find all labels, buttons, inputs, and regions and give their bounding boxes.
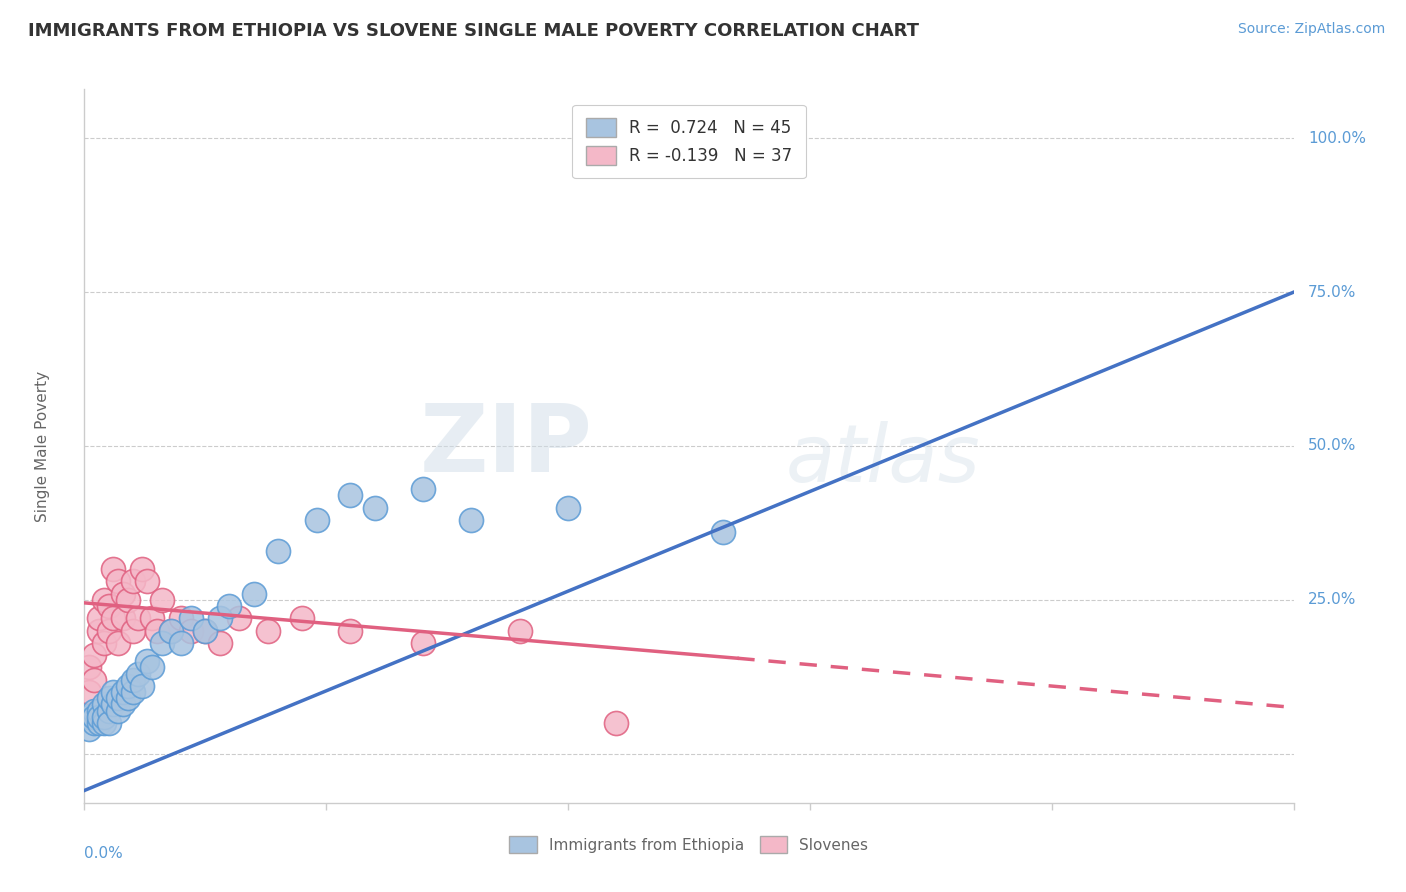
Point [107, 636, 129, 650]
Point [228, 611, 250, 625]
Point [121, 673, 143, 687]
Point [77, 722, 100, 736]
Point [107, 704, 129, 718]
Point [93, 709, 115, 723]
Text: 50.0%: 50.0% [1308, 439, 1357, 453]
Text: atlas: atlas [786, 421, 980, 500]
Point [83, 715, 105, 730]
Point [412, 636, 434, 650]
Point [208, 611, 231, 625]
Point [208, 636, 231, 650]
Point [77, 685, 100, 699]
Point [363, 500, 385, 515]
Legend: Immigrants from Ethiopia, Slovenes: Immigrants from Ethiopia, Slovenes [503, 830, 875, 859]
Text: Source: ZipAtlas.com: Source: ZipAtlas.com [1237, 22, 1385, 37]
Point [97, 704, 120, 718]
Text: Single Male Poverty: Single Male Poverty [35, 370, 49, 522]
Point [146, 624, 169, 638]
Point [83, 704, 105, 718]
Point [87, 715, 110, 730]
Point [131, 562, 153, 576]
Point [103, 698, 125, 712]
Point [77, 709, 100, 723]
Point [218, 599, 240, 613]
Text: ZIP: ZIP [419, 400, 592, 492]
Point [112, 698, 135, 712]
Point [112, 587, 135, 601]
Point [194, 624, 217, 638]
Text: 25.0%: 25.0% [1308, 592, 1357, 607]
Point [107, 691, 129, 706]
Point [775, 131, 797, 145]
Point [711, 525, 734, 540]
Point [141, 660, 163, 674]
Point [141, 611, 163, 625]
Point [97, 715, 120, 730]
Point [107, 574, 129, 589]
Point [93, 698, 115, 712]
Point [87, 704, 110, 718]
Point [305, 513, 328, 527]
Point [112, 611, 135, 625]
Point [103, 685, 125, 699]
Point [97, 599, 120, 613]
Point [83, 673, 105, 687]
Point [103, 562, 125, 576]
Point [194, 624, 217, 638]
Point [291, 611, 314, 625]
Point [112, 685, 135, 699]
Point [87, 624, 110, 638]
Point [83, 709, 105, 723]
Point [127, 666, 149, 681]
Point [339, 488, 361, 502]
Text: 100.0%: 100.0% [1308, 131, 1367, 146]
Point [180, 611, 202, 625]
Point [117, 679, 139, 693]
Point [97, 624, 120, 638]
Point [127, 611, 149, 625]
Point [121, 574, 143, 589]
Point [170, 611, 193, 625]
Point [136, 654, 159, 668]
Point [242, 587, 264, 601]
Point [87, 709, 110, 723]
Text: 0.0%: 0.0% [84, 846, 124, 861]
Point [257, 624, 280, 638]
Point [93, 636, 115, 650]
Point [136, 574, 159, 589]
Point [121, 624, 143, 638]
Point [93, 715, 115, 730]
Point [131, 679, 153, 693]
Point [97, 691, 120, 706]
Text: 75.0%: 75.0% [1308, 285, 1357, 300]
Point [160, 624, 183, 638]
Point [160, 624, 183, 638]
Point [412, 482, 434, 496]
Point [605, 715, 627, 730]
Point [339, 624, 361, 638]
Point [117, 592, 139, 607]
Point [103, 611, 125, 625]
Point [87, 611, 110, 625]
Point [460, 513, 482, 527]
Text: IMMIGRANTS FROM ETHIOPIA VS SLOVENE SINGLE MALE POVERTY CORRELATION CHART: IMMIGRANTS FROM ETHIOPIA VS SLOVENE SING… [28, 22, 920, 40]
Point [121, 685, 143, 699]
Point [83, 648, 105, 662]
Point [267, 543, 290, 558]
Point [170, 636, 193, 650]
Point [93, 592, 115, 607]
Point [150, 592, 173, 607]
Point [150, 636, 173, 650]
Point [557, 500, 579, 515]
Point [117, 691, 139, 706]
Point [509, 624, 531, 638]
Point [77, 660, 100, 674]
Point [180, 624, 202, 638]
